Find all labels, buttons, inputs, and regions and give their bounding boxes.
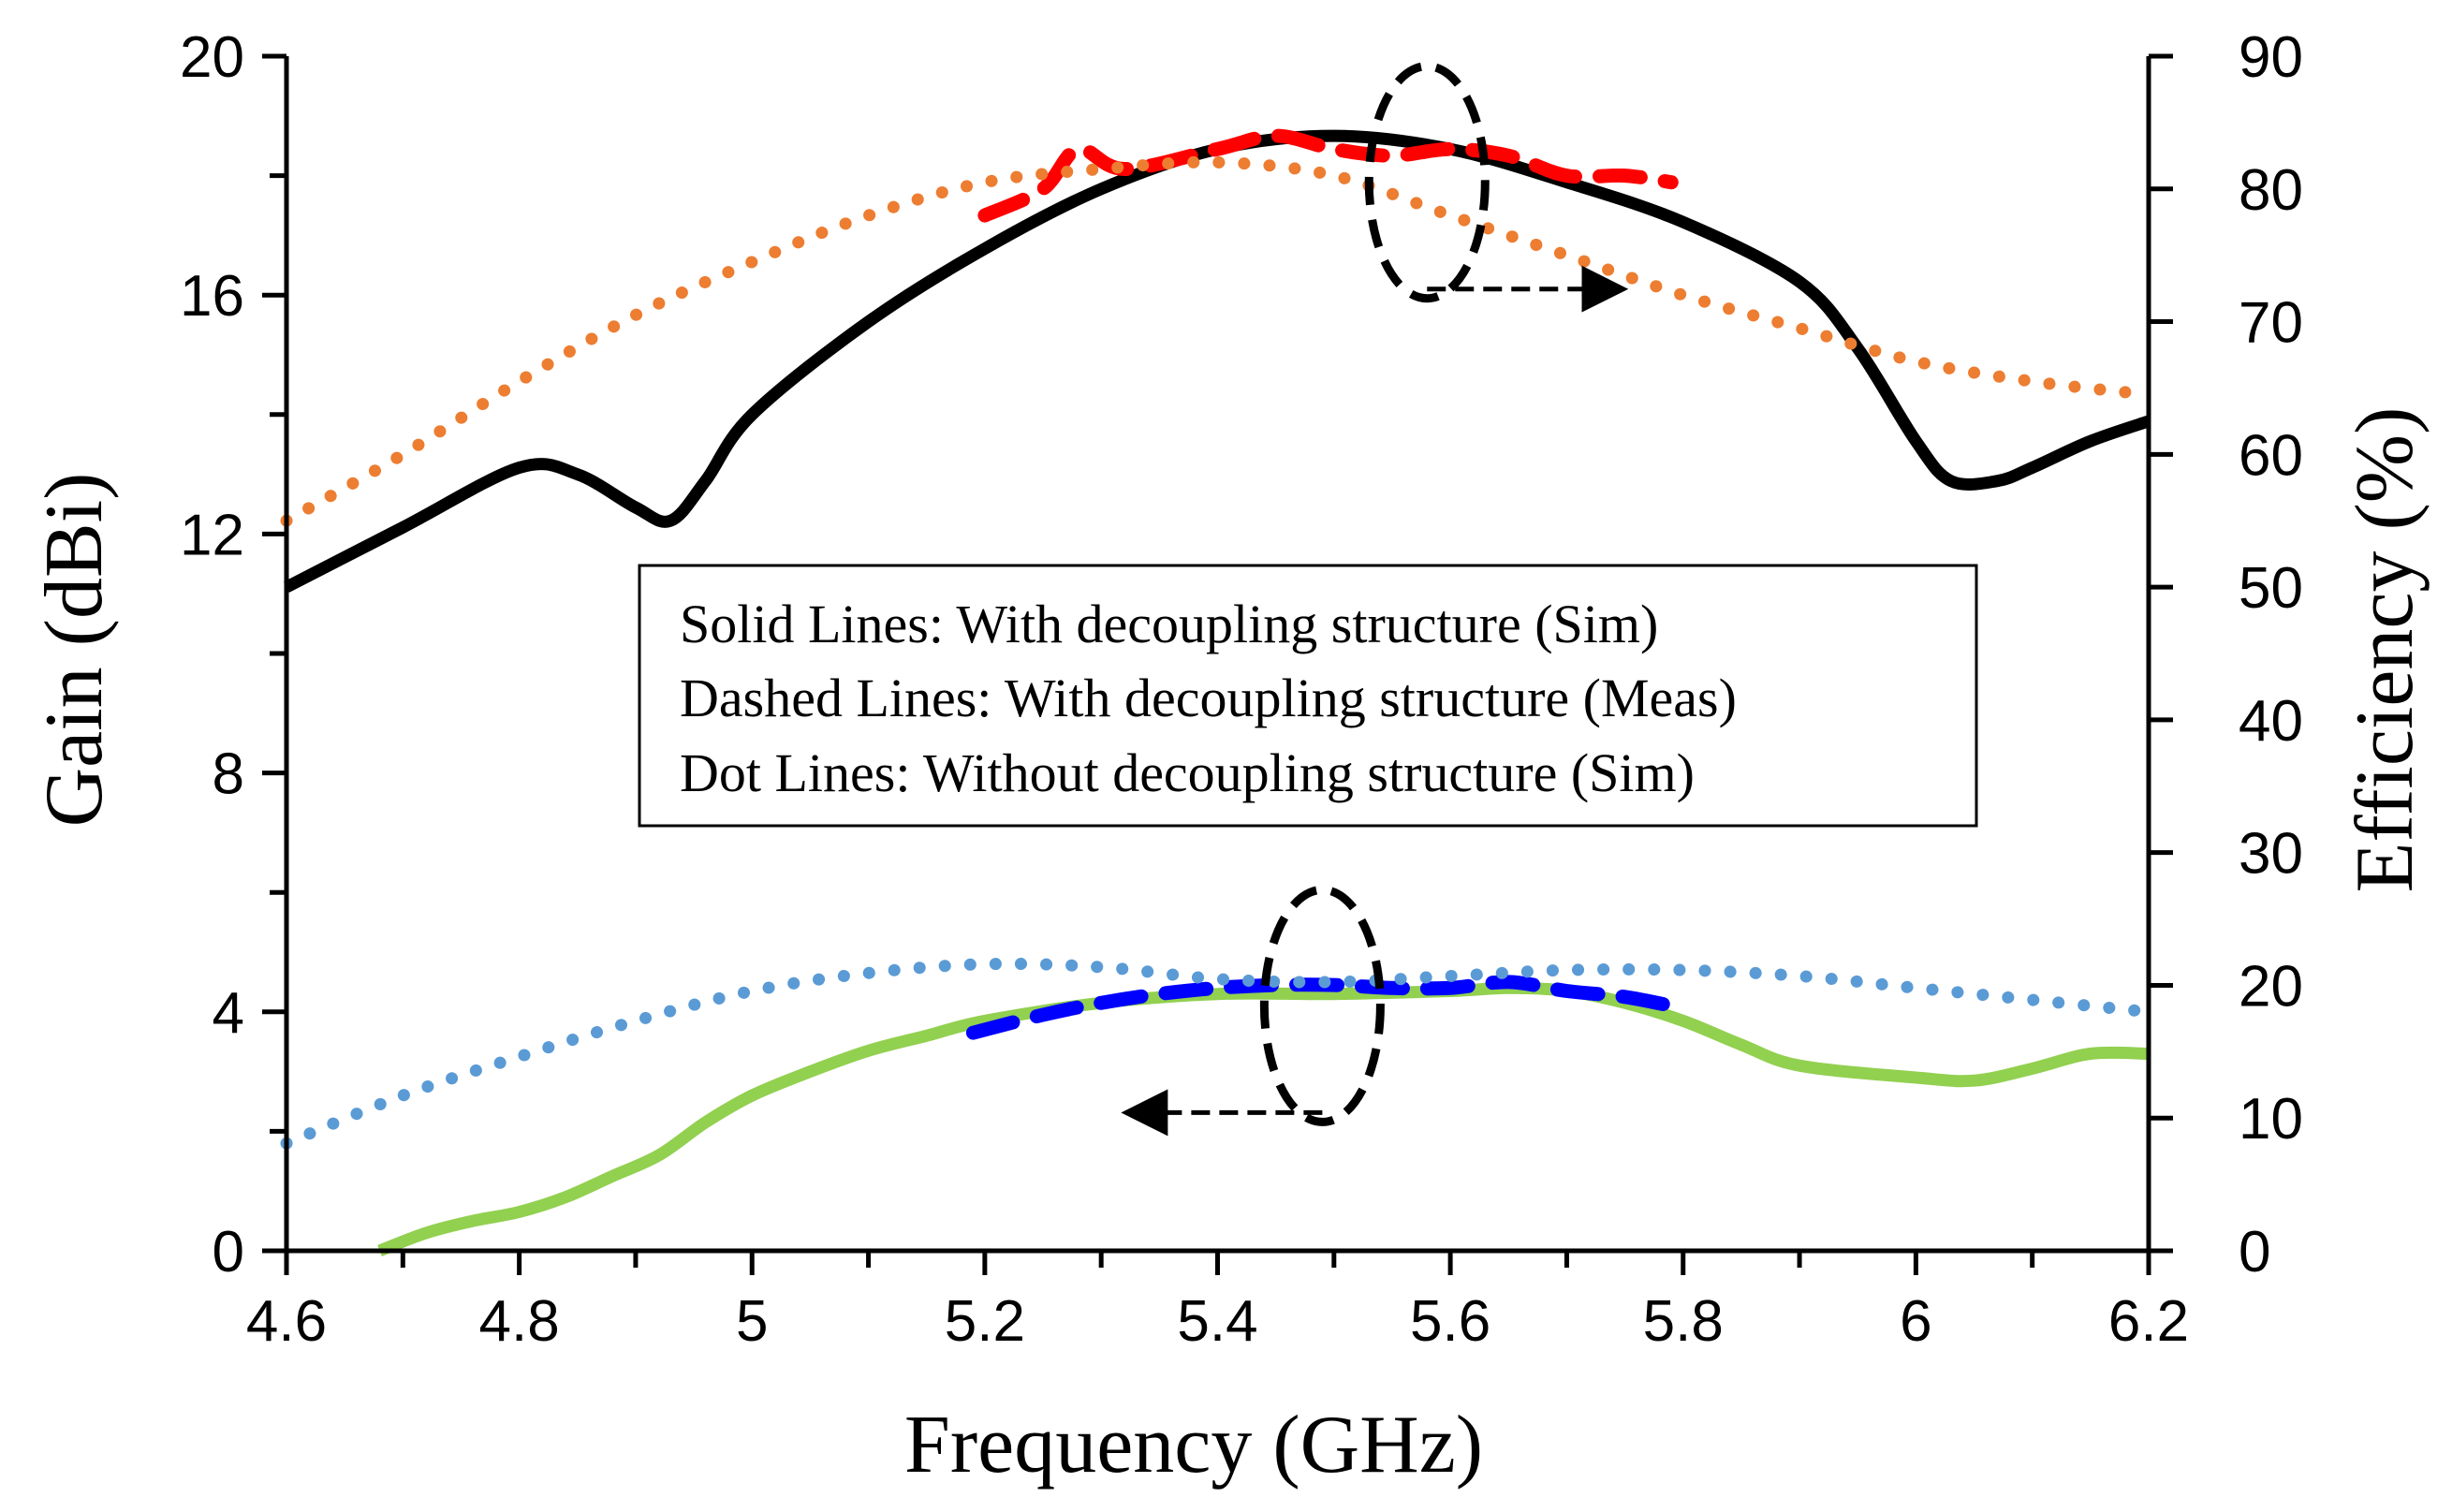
x-tick-label: 4.8: [479, 1289, 560, 1354]
x-tick-label: 4.6: [246, 1289, 327, 1354]
series-layer: [280, 128, 2155, 1257]
series-line-4: [965, 975, 1679, 1040]
series-line-1: [977, 128, 1679, 223]
y-right-tick-label: 80: [2239, 158, 2303, 223]
legend-box: Solid Lines: With decoupling structure (…: [638, 564, 1978, 828]
axes-layer: 4.6 4.8 5 5.2 5.4 5.6 5.8 6 6.2 0 4 8 12 16 20 0 10 20 30 4…: [180, 25, 2303, 1354]
y-left-tick-label: 8: [213, 742, 244, 807]
x-tick-label: 6.2: [2108, 1289, 2189, 1354]
x-axis-title: Frequency (GHz): [904, 1400, 1483, 1490]
x-tick-label: 5.6: [1410, 1289, 1490, 1354]
x-tick-label: 5: [736, 1289, 768, 1354]
y-right-tick-label: 90: [2239, 25, 2303, 90]
series-line-5: [280, 957, 2155, 1150]
y-left-tick-label: 4: [213, 981, 244, 1046]
y-right-axis-title: Efficiency (%): [2340, 407, 2430, 893]
y-right-tick-label: 0: [2239, 1220, 2270, 1284]
y-left-tick-label: 20: [180, 25, 244, 90]
annotation-ellipse-1: [1259, 885, 1385, 1126]
y-left-axis-title: Gain (dBi): [29, 473, 120, 828]
legend-entry-dot: Dot Lines: Without decoupling structure …: [680, 742, 1695, 803]
x-tick-label: 5.4: [1177, 1289, 1257, 1354]
y-right-tick-label: 40: [2239, 689, 2303, 754]
x-tick-label: 6: [1900, 1289, 1931, 1354]
y-right-tick-label: 60: [2239, 423, 2303, 488]
y-right-tick-label: 10: [2239, 1087, 2303, 1152]
y-right-tick-label: 70: [2239, 291, 2303, 356]
annotation-ellipse-0: [1364, 62, 1490, 303]
y-left-tick-label: 12: [180, 503, 244, 567]
y-right-tick-label: 20: [2239, 954, 2303, 1019]
annotation-layer: [1121, 62, 1629, 1137]
legend-entry-dashed: Dashed Lines: With decoupling structure …: [680, 668, 1737, 728]
y-left-tick-label: 16: [180, 264, 244, 329]
y-left-tick-label: 0: [213, 1220, 244, 1284]
series-line-0: [284, 129, 2151, 593]
legend-entry-solid: Solid Lines: With decoupling structure (…: [680, 594, 1658, 654]
x-tick-label: 5.2: [945, 1289, 1025, 1354]
series-line-2: [280, 155, 2155, 527]
y-right-tick-label: 30: [2239, 822, 2303, 887]
x-tick-label: 5.8: [1643, 1289, 1724, 1354]
y-right-tick-label: 50: [2239, 556, 2303, 621]
